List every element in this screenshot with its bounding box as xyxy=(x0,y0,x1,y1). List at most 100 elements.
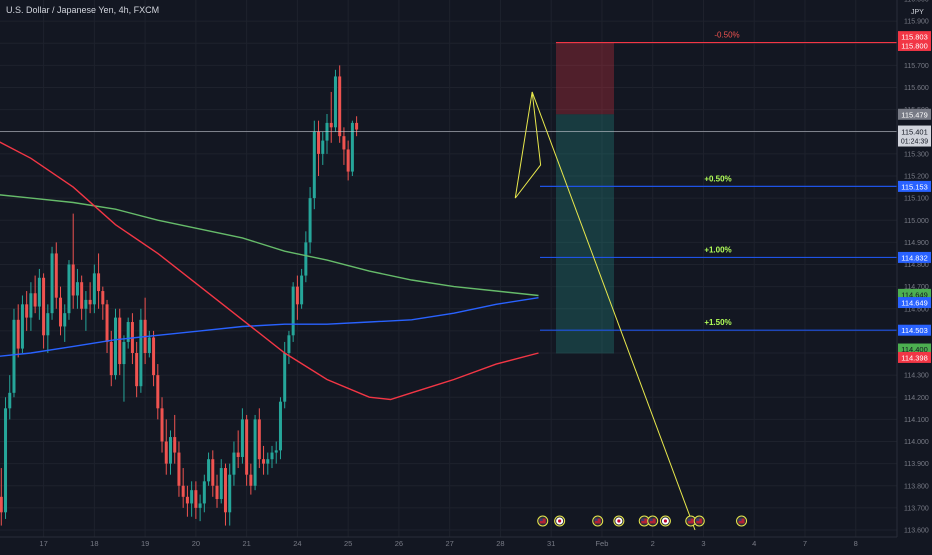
candle-body xyxy=(346,149,350,172)
x-tick-label: 27 xyxy=(445,539,453,548)
price-label-box xyxy=(898,125,931,147)
price-label: 115.153 xyxy=(901,182,928,191)
currency-label: JPY xyxy=(911,9,924,16)
price-label: 114.400 xyxy=(901,345,928,354)
candle-body xyxy=(300,275,304,305)
candle-body xyxy=(50,253,54,314)
x-tick-label: 19 xyxy=(141,539,149,548)
x-tick-label: 28 xyxy=(496,539,504,548)
candle-body xyxy=(4,408,8,513)
candle-body xyxy=(20,304,24,349)
price-label: 114.649 xyxy=(901,290,928,299)
candle-body xyxy=(156,375,160,409)
x-tick-label: 20 xyxy=(192,539,200,548)
grid xyxy=(0,0,897,537)
price-label: 114.649 xyxy=(901,299,928,308)
candle-body xyxy=(126,322,130,342)
stop-label: -0.50% xyxy=(714,31,739,40)
candle-body xyxy=(253,419,257,486)
price-label-box xyxy=(898,39,931,51)
price-label: 114.503 xyxy=(901,326,928,335)
candle-body xyxy=(219,468,223,500)
candle-body xyxy=(42,277,46,336)
price-label-box xyxy=(898,351,931,363)
ma-line-blue xyxy=(0,297,539,357)
y-tick-label: 115.000 xyxy=(904,218,929,225)
candle-body xyxy=(245,419,249,475)
jp-flag-sun xyxy=(558,519,562,523)
price-label-box xyxy=(898,297,931,309)
x-tick-label: 26 xyxy=(395,539,403,548)
candle-body xyxy=(236,452,240,457)
candle-body xyxy=(173,437,177,453)
y-tick-label: 115.300 xyxy=(904,151,929,158)
candle-body xyxy=(114,317,117,376)
price-label-box xyxy=(898,180,931,192)
candle-body xyxy=(207,459,211,482)
jp-flag-sun xyxy=(617,519,621,523)
x-tick-label: 18 xyxy=(90,539,98,548)
candle-body xyxy=(54,253,58,298)
y-tick-label: 114.600 xyxy=(904,306,929,313)
y-tick-label: 114.800 xyxy=(904,262,929,269)
candle-body xyxy=(270,452,274,460)
candle-body xyxy=(101,291,105,305)
plot-area: -0.50% +0.50% +1.00% +1.50% xyxy=(0,31,897,531)
candle-body xyxy=(232,452,236,475)
y-tick-label: 113.700 xyxy=(904,505,929,512)
candle-body xyxy=(333,76,337,128)
candle-body xyxy=(190,490,194,504)
x-tick-label: 8 xyxy=(854,539,858,548)
candle-body xyxy=(16,319,20,349)
candle-body xyxy=(109,341,113,376)
candles xyxy=(0,65,359,526)
candle-body xyxy=(147,337,151,353)
us-flag-canton xyxy=(687,518,691,521)
symbol-title: U.S. Dollar / Japanese Yen, 4h, FXCM xyxy=(6,5,160,15)
y-tick-label: 114.900 xyxy=(904,240,929,247)
candle-body xyxy=(71,264,75,296)
candle-body xyxy=(80,282,84,309)
x-tick-label: 21 xyxy=(242,539,250,548)
candle-body xyxy=(135,353,139,387)
candle-body xyxy=(97,273,101,292)
candle-body xyxy=(8,392,12,409)
candle-body xyxy=(194,490,198,508)
us-flag-canton xyxy=(649,518,653,521)
candle-body xyxy=(338,76,342,137)
candle-body xyxy=(88,299,92,305)
x-tick-label: 17 xyxy=(39,539,47,548)
y-tick-label: 116.000 xyxy=(904,0,929,4)
candle-body xyxy=(84,299,88,309)
candle-body xyxy=(12,319,16,393)
candle-body xyxy=(37,277,41,307)
candle-body xyxy=(249,474,253,486)
candle-body xyxy=(295,286,299,305)
y-tick-label: 114.200 xyxy=(904,395,929,402)
candle-body xyxy=(228,474,232,513)
y-tick-label: 114.300 xyxy=(904,373,929,380)
jp-flag-sun xyxy=(663,519,668,523)
candle-body xyxy=(223,468,227,513)
candle-body xyxy=(291,286,295,336)
candle-body xyxy=(25,304,29,318)
price-label-box xyxy=(898,31,931,43)
price-label-box xyxy=(898,288,931,300)
y-tick-label: 115.600 xyxy=(904,85,929,92)
price-label: 115.803 xyxy=(901,33,928,42)
candle-body xyxy=(198,503,202,508)
y-tick-label: 113.900 xyxy=(904,461,929,468)
price-label-box xyxy=(898,251,931,263)
candle-body xyxy=(152,337,156,376)
economic-events xyxy=(537,515,748,527)
candle-body xyxy=(312,131,316,199)
candle-body xyxy=(118,317,122,365)
target-label: +1.00% xyxy=(704,245,731,254)
target-label: +0.50% xyxy=(704,174,731,183)
candle-body xyxy=(355,122,359,130)
x-tick-label: 24 xyxy=(293,539,301,548)
candle-body xyxy=(92,273,96,305)
